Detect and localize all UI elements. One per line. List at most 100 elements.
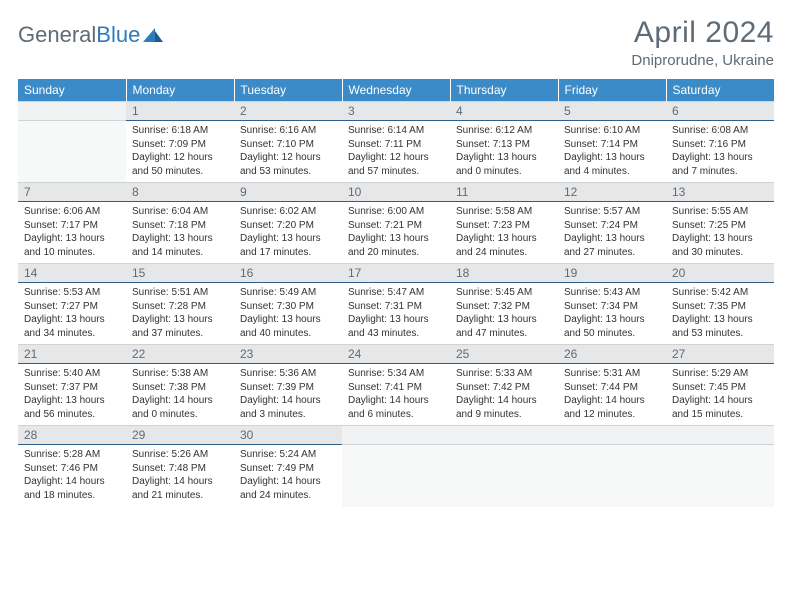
day-number-cell: 29 xyxy=(126,426,234,445)
sunset-line: Sunset: 7:09 PM xyxy=(132,138,228,152)
weekday-header: Friday xyxy=(558,79,666,102)
sunset-line: Sunset: 7:30 PM xyxy=(240,300,336,314)
sunrise-line: Sunrise: 6:06 AM xyxy=(24,205,120,219)
day-content-cell: Sunrise: 5:33 AMSunset: 7:42 PMDaylight:… xyxy=(450,364,558,426)
day-content-row: Sunrise: 5:40 AMSunset: 7:37 PMDaylight:… xyxy=(18,364,774,426)
daylight-line: Daylight: 13 hours and 27 minutes. xyxy=(564,232,660,259)
daylight-line: Daylight: 13 hours and 40 minutes. xyxy=(240,313,336,340)
sunset-line: Sunset: 7:42 PM xyxy=(456,381,552,395)
sunrise-line: Sunrise: 5:36 AM xyxy=(240,367,336,381)
daylight-line: Daylight: 13 hours and 30 minutes. xyxy=(672,232,768,259)
sunset-line: Sunset: 7:37 PM xyxy=(24,381,120,395)
sunset-line: Sunset: 7:24 PM xyxy=(564,219,660,233)
sunrise-line: Sunrise: 6:02 AM xyxy=(240,205,336,219)
daylight-line: Daylight: 13 hours and 20 minutes. xyxy=(348,232,444,259)
daylight-line: Daylight: 13 hours and 50 minutes. xyxy=(564,313,660,340)
daylight-line: Daylight: 13 hours and 17 minutes. xyxy=(240,232,336,259)
day-content-cell: Sunrise: 5:24 AMSunset: 7:49 PMDaylight:… xyxy=(234,445,342,507)
sunset-line: Sunset: 7:41 PM xyxy=(348,381,444,395)
sunset-line: Sunset: 7:25 PM xyxy=(672,219,768,233)
weekday-header: Thursday xyxy=(450,79,558,102)
day-content-cell: Sunrise: 6:14 AMSunset: 7:11 PMDaylight:… xyxy=(342,121,450,183)
sunset-line: Sunset: 7:38 PM xyxy=(132,381,228,395)
day-number-cell: 27 xyxy=(666,345,774,364)
sunrise-line: Sunrise: 6:10 AM xyxy=(564,124,660,138)
day-number-cell xyxy=(666,426,774,445)
daylight-line: Daylight: 14 hours and 9 minutes. xyxy=(456,394,552,421)
day-number-cell: 4 xyxy=(450,102,558,121)
day-content-cell: Sunrise: 6:12 AMSunset: 7:13 PMDaylight:… xyxy=(450,121,558,183)
sunset-line: Sunset: 7:48 PM xyxy=(132,462,228,476)
day-content-cell: Sunrise: 5:58 AMSunset: 7:23 PMDaylight:… xyxy=(450,202,558,264)
day-content-cell: Sunrise: 6:08 AMSunset: 7:16 PMDaylight:… xyxy=(666,121,774,183)
sunrise-line: Sunrise: 5:42 AM xyxy=(672,286,768,300)
day-number-cell: 14 xyxy=(18,264,126,283)
day-number-cell: 9 xyxy=(234,183,342,202)
day-content-cell: Sunrise: 6:02 AMSunset: 7:20 PMDaylight:… xyxy=(234,202,342,264)
day-number-row: 78910111213 xyxy=(18,183,774,202)
day-number-row: 282930 xyxy=(18,426,774,445)
sunrise-line: Sunrise: 5:43 AM xyxy=(564,286,660,300)
day-number-cell: 13 xyxy=(666,183,774,202)
sunset-line: Sunset: 7:31 PM xyxy=(348,300,444,314)
sunset-line: Sunset: 7:20 PM xyxy=(240,219,336,233)
sunrise-line: Sunrise: 6:18 AM xyxy=(132,124,228,138)
day-number-row: 123456 xyxy=(18,102,774,121)
weekday-header: Saturday xyxy=(666,79,774,102)
header: GeneralBlue April 2024 Dniprorudne, Ukra… xyxy=(18,16,774,69)
day-content-row: Sunrise: 6:18 AMSunset: 7:09 PM Daylight:… xyxy=(18,121,774,183)
logo: GeneralBlue xyxy=(18,16,163,48)
day-number-row: 14151617181920 xyxy=(18,264,774,283)
daylight-line: Daylight: 12 hours and 53 minutes. xyxy=(240,151,336,178)
sunset-line: Sunset: 7:18 PM xyxy=(132,219,228,233)
sunset-line: Sunset: 7:21 PM xyxy=(348,219,444,233)
weekday-header: Wednesday xyxy=(342,79,450,102)
day-content-cell: Sunrise: 6:06 AMSunset: 7:17 PMDaylight:… xyxy=(18,202,126,264)
sunset-line: Sunset: 7:46 PM xyxy=(24,462,120,476)
daylight-line: Daylight: 14 hours and 0 minutes. xyxy=(132,394,228,421)
sunset-line: Sunset: 7:16 PM xyxy=(672,138,768,152)
sunrise-line: Sunrise: 6:00 AM xyxy=(348,205,444,219)
day-content-cell: Sunrise: 5:26 AMSunset: 7:48 PMDaylight:… xyxy=(126,445,234,507)
sunset-line: Sunset: 7:27 PM xyxy=(24,300,120,314)
day-content-cell: Sunrise: 5:43 AMSunset: 7:34 PMDaylight:… xyxy=(558,283,666,345)
daylight-line: Daylight: 14 hours and 24 minutes. xyxy=(240,475,336,502)
sunset-line: Sunset: 7:32 PM xyxy=(456,300,552,314)
daylight-line: Daylight: 14 hours and 15 minutes. xyxy=(672,394,768,421)
daylight-line: Daylight: 13 hours and 14 minutes. xyxy=(132,232,228,259)
sunset-line: Sunset: 7:23 PM xyxy=(456,219,552,233)
day-content-cell xyxy=(18,121,126,183)
daylight-line: Daylight: 13 hours and 37 minutes. xyxy=(132,313,228,340)
sunrise-line: Sunrise: 5:47 AM xyxy=(348,286,444,300)
sunrise-line: Sunrise: 5:45 AM xyxy=(456,286,552,300)
day-number-cell xyxy=(558,426,666,445)
daylight-line: Daylight: 13 hours and 47 minutes. xyxy=(456,313,552,340)
sunrise-line: Sunrise: 5:24 AM xyxy=(240,448,336,462)
day-content-cell: Sunrise: 5:45 AMSunset: 7:32 PMDaylight:… xyxy=(450,283,558,345)
day-content-cell: Sunrise: 6:10 AMSunset: 7:14 PMDaylight:… xyxy=(558,121,666,183)
daylight-line: Daylight: 14 hours and 21 minutes. xyxy=(132,475,228,502)
day-number-cell: 18 xyxy=(450,264,558,283)
sunset-line: Sunset: 7:17 PM xyxy=(24,219,120,233)
day-number-cell: 20 xyxy=(666,264,774,283)
sunset-line: Sunset: 7:49 PM xyxy=(240,462,336,476)
daylight-line: Daylight: 13 hours and 43 minutes. xyxy=(348,313,444,340)
sunset-line: Sunset: 7:13 PM xyxy=(456,138,552,152)
sunset-line: Sunset: 7:45 PM xyxy=(672,381,768,395)
day-content-cell: Sunrise: 5:42 AMSunset: 7:35 PMDaylight:… xyxy=(666,283,774,345)
sunrise-line: Sunrise: 6:04 AM xyxy=(132,205,228,219)
sunrise-line: Sunrise: 5:26 AM xyxy=(132,448,228,462)
day-number-cell: 17 xyxy=(342,264,450,283)
day-number-cell xyxy=(450,426,558,445)
sunrise-line: Sunrise: 5:58 AM xyxy=(456,205,552,219)
daylight-line: Daylight: 13 hours and 53 minutes. xyxy=(672,313,768,340)
day-content-cell: Sunrise: 5:28 AMSunset: 7:46 PMDaylight:… xyxy=(18,445,126,507)
day-number-cell: 16 xyxy=(234,264,342,283)
sunset-line: Sunset: 7:44 PM xyxy=(564,381,660,395)
calendar-page: GeneralBlue April 2024 Dniprorudne, Ukra… xyxy=(0,0,792,517)
day-content-cell: Sunrise: 6:16 AMSunset: 7:10 PMDaylight:… xyxy=(234,121,342,183)
day-number-cell: 24 xyxy=(342,345,450,364)
day-number-cell xyxy=(18,102,126,121)
day-content-cell: Sunrise: 5:57 AMSunset: 7:24 PMDaylight:… xyxy=(558,202,666,264)
location-label: Dniprorudne, Ukraine xyxy=(631,52,774,69)
